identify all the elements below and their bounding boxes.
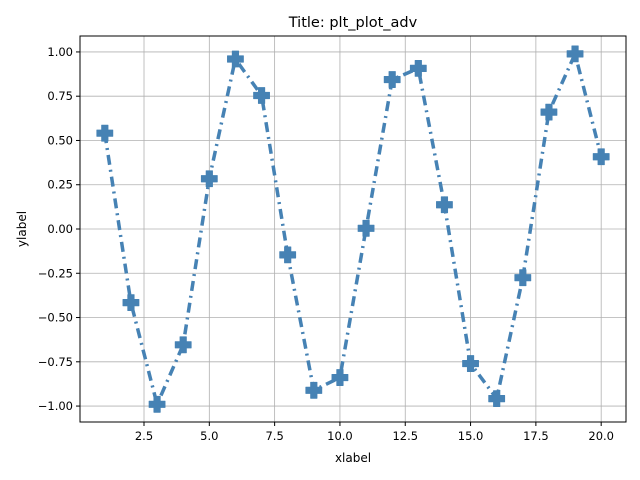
x-tick-label: 7.5 [265,429,283,443]
x-tick-label: 17.5 [523,429,549,443]
x-tick-label: 15.0 [458,429,484,443]
data-point-marker [540,103,558,121]
data-point-marker [305,381,323,399]
y-axis: −1.00 −0.75 −0.50 −0.25 0.00 0.25 0.50 0.75 1.00 [38,45,80,413]
data-point-marker [279,246,297,264]
x-axis: 2.5 5.0 7.5 10.0 12.5 15.0 17.5 20.0 [135,422,614,443]
data-point-marker [514,269,532,287]
data-point-marker [122,294,140,312]
data-point-marker [566,45,584,63]
y-tick-label: −1.00 [38,399,73,413]
x-tick-label: 10.0 [327,429,353,443]
x-tick-label: 2.5 [135,429,153,443]
data-point-marker [227,50,244,68]
x-axis-label: xlabel [335,451,371,465]
series-layer [96,45,610,413]
y-tick-label: 0.50 [47,133,73,147]
data-point-marker [462,355,479,372]
y-axis-label: ylabel [15,211,29,247]
data-point-marker [174,336,192,354]
data-point-marker [96,124,114,142]
y-tick-label: 0.00 [47,222,73,236]
x-tick-label: 20.0 [588,429,614,443]
data-point-marker [592,148,610,166]
data-point-marker [436,196,453,214]
y-tick-label: 0.25 [47,178,73,192]
grid [80,36,626,422]
series-line [103,52,603,407]
chart-title: Title: plt_plot_adv [288,15,418,31]
y-tick-label: −0.25 [38,266,73,280]
data-point-marker [488,390,506,408]
y-tick-label: −0.75 [38,355,73,369]
y-tick-label: −0.50 [38,311,73,325]
data-point-marker [357,219,375,237]
x-tick-label: 12.5 [392,429,418,443]
y-tick-label: 1.00 [47,45,73,59]
y-tick-label: 0.75 [47,89,73,103]
data-point-marker [200,170,218,188]
data-point-marker [253,87,270,104]
data-point-marker [331,369,349,386]
data-point-marker [148,395,166,413]
data-point-marker [383,71,401,88]
data-point-marker [409,60,427,77]
x-tick-label: 5.0 [200,429,218,443]
